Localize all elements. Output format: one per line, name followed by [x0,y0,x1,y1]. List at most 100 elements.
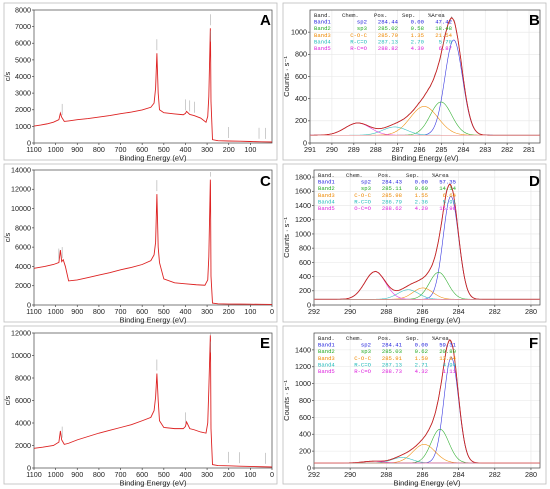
table-cell: sp2 [361,179,371,186]
panel-letter: B [529,12,540,29]
y-tick-label: 600 [295,72,307,81]
y-tick-label: 2000 [15,441,31,450]
table-cell: 284.41 [382,342,403,349]
y-tick-label: 0 [27,463,31,472]
table-cell: C-O-C [354,192,371,199]
panel-f: 0 200 400 600 800 1000 1200 1400 292 290 288 286 284… [282,325,547,488]
table-header-cell: Pos. [378,172,391,179]
table-cell: 1.35 [411,32,424,39]
x-tick-label: 286 [416,307,428,316]
table-header-cell: Chem. [346,335,363,342]
x-tick-label: 100 [244,145,256,154]
x-tick-label: 282 [489,470,501,479]
x-tick-label: 700 [115,307,127,316]
y-tick-label: 8000 [15,223,31,232]
table-cell: 18.48 [435,25,452,32]
table-cell: Band2 [314,25,331,32]
y-tick-label: 1200 [295,362,311,371]
panel-frame [282,325,547,485]
x-tick-label: 290 [344,470,356,479]
panel-letter: C [260,173,271,190]
table-cell: 0.00 [415,179,429,186]
x-tick-label: 290 [326,145,338,154]
table-cell: Band3 [318,192,335,199]
x-tick-label: 500 [158,307,170,316]
table-cell: sp3 [361,348,371,355]
y-axis-title: Counts · s⁻¹ [282,56,291,97]
table-cell: Band3 [314,32,331,39]
x-tick-label: 290 [344,307,356,316]
panel-letter: E [260,335,270,352]
table-cell: Band2 [318,348,335,355]
y-tick-label: 600 [299,413,311,422]
y-tick-label: 10000 [11,204,31,213]
y-tick-label: 0 [27,138,31,147]
x-tick-label: 300 [201,307,213,316]
panel-a: 0 1000 2000 3000 4000 5000 6000 7000 8000 1100 100… [3,2,278,163]
table-cell: Band5 [318,368,335,375]
table-cell: 285.11 [382,185,403,192]
table-cell: Band3 [318,355,335,362]
y-tick-label: 1600 [295,187,311,196]
table-cell: sp2 [361,342,371,349]
fit-table: Band. Chem. Pos. Sep. %Area Band1 sp2 284.41 0.0… [318,335,457,375]
y-axis-title: c/s [3,71,12,81]
table-cell: Band1 [314,19,331,26]
x-tick-label: 200 [223,145,235,154]
table-cell: 285.03 [382,348,402,355]
table-cell: 2.71 [415,361,429,368]
table-cell: 6.87 [439,45,452,52]
table-cell: Band1 [318,342,335,349]
x-tick-label: 280 [525,307,537,316]
panel-frame [282,163,547,323]
plot-area [33,169,273,306]
y-tick-label: 5000 [15,55,31,64]
table-header-cell: Chem. [342,12,359,19]
panel-d: 0 200 400 600 800 1000 1200 1400 1600 1800 292 290 2… [282,163,547,325]
table-header-cell: Chem. [346,172,363,179]
x-tick-label: 900 [71,470,83,479]
x-tick-label: 288 [380,307,392,316]
table-cell: 47.42 [435,19,452,26]
x-tick-label: 800 [93,307,105,316]
x-tick-label: 292 [308,307,320,316]
x-tick-label: 286 [416,470,428,479]
table-cell: sp2 [357,19,367,26]
panel-letter: D [529,173,540,190]
x-tick-label: 288 [370,145,382,154]
y-tick-label: 4000 [15,262,31,271]
y-tick-label: 2000 [15,105,31,114]
x-tick-label: 280 [525,470,537,479]
x-tick-label: 800 [93,145,105,154]
table-cell: Band5 [314,45,331,52]
table-cell: 0.00 [415,342,429,349]
table-cell: 285.79 [378,32,398,39]
table-cell: 286.79 [382,198,402,205]
panel-frame [3,163,278,323]
y-tick-label: 0 [27,300,31,309]
table-cell: 0.00 [411,19,425,26]
y-tick-label: 400 [295,94,307,103]
y-tick-label: 1200 [295,215,311,224]
panel-frame [3,325,278,485]
x-tick-label: 281 [523,145,535,154]
table-cell: Band1 [318,179,335,186]
panel-letter: A [260,12,271,29]
x-axis-title: Binding Energy (eV) [391,154,459,163]
y-tick-label: 4000 [15,72,31,81]
table-cell: 5.91 [443,198,457,205]
x-tick-label: 700 [115,470,127,479]
table-cell: O-C=O [354,205,371,212]
table-cell: sp3 [357,25,367,32]
y-tick-label: 800 [299,244,311,253]
table-cell: 287.13 [382,361,402,368]
x-tick-label: 500 [158,470,170,479]
y-tick-label: 3000 [15,89,31,98]
x-tick-label: 400 [179,470,191,479]
y-axis-title: c/s [3,232,12,242]
fit-table: Band. Chem. Pos. Sep. %Area Band1 sp2 284.44 0.0… [314,12,453,52]
table-header-cell: Band. [318,335,335,342]
x-tick-label: 1000 [48,307,64,316]
x-tick-label: 286 [414,145,426,154]
